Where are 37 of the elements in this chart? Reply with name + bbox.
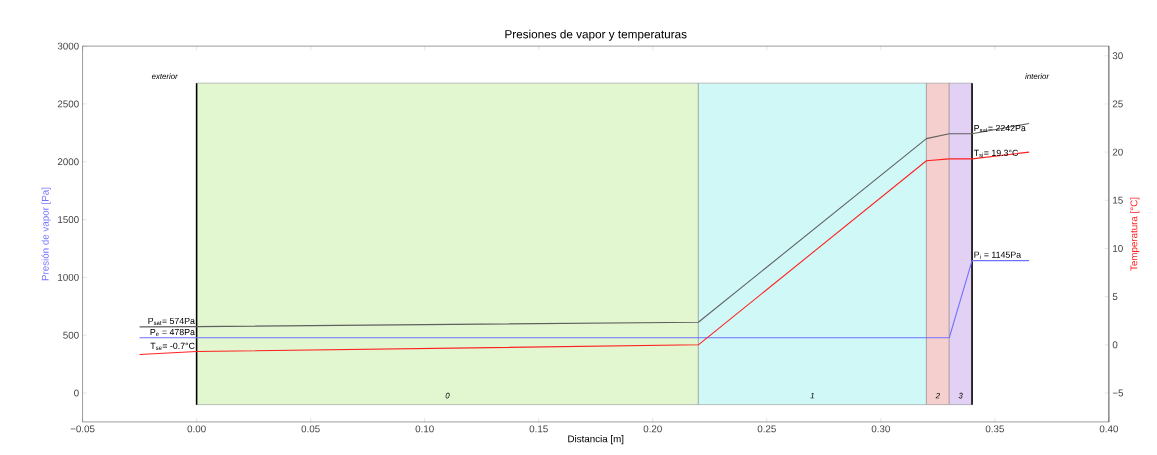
y2-axis-title: Temperatura [°C] bbox=[1130, 197, 1140, 271]
y2-tick-label: 10 bbox=[1113, 244, 1123, 252]
line-series bbox=[139, 151, 1030, 355]
y2-tick-label: 5 bbox=[1112, 293, 1118, 300]
y2-tick-label: 0 bbox=[1112, 341, 1118, 349]
x-tick-label: 0.05 bbox=[301, 425, 320, 433]
y-tick-label: 500 bbox=[63, 331, 79, 339]
y2-tick-label: −5 bbox=[1112, 389, 1124, 397]
y-tick-label: 0 bbox=[74, 389, 79, 397]
y2-tick-label: 30 bbox=[1112, 52, 1123, 60]
data-label: P$_{e}$ = 478Pa bbox=[150, 328, 195, 336]
x-tick-label: −0.05 bbox=[70, 425, 95, 433]
x-axis-title: Distancia [m] bbox=[568, 434, 624, 445]
x-tick-label: 0.10 bbox=[415, 425, 434, 433]
y-tick-label: 1500 bbox=[58, 215, 79, 223]
x-tick-label: 0.25 bbox=[757, 425, 776, 433]
data-label: P$_{sat}$= 2242Pa bbox=[974, 124, 1026, 132]
data-label: P$_{sat}$= 574Pa bbox=[148, 317, 195, 325]
x-tick-label: 0.20 bbox=[643, 425, 662, 433]
data-label: T$_{si}$= 19.3°C bbox=[973, 149, 1019, 158]
y-axis-title: Presión de vapor [Pa] bbox=[41, 187, 51, 281]
x-tick-label: 0.35 bbox=[985, 425, 1004, 433]
x-tick-label: 0.00 bbox=[187, 425, 206, 433]
data-label: T$_{se}$= -0.7°C bbox=[150, 342, 195, 350]
y-tick-label: 3000 bbox=[57, 42, 79, 50]
data-label: P$_{i}$ = 1145Pa bbox=[974, 251, 1022, 259]
y2-tick-label: 15 bbox=[1113, 196, 1123, 204]
y2-tick-label: 20 bbox=[1112, 148, 1123, 156]
y-tick-label: 2500 bbox=[57, 100, 79, 108]
y-tick-label: 2000 bbox=[57, 158, 79, 166]
x-tick-label: 0.15 bbox=[529, 425, 548, 433]
y-tick-label: 1000 bbox=[58, 273, 79, 281]
line-series bbox=[139, 122, 1030, 328]
x-tick-label: 0.30 bbox=[871, 425, 890, 433]
x-tick-label: 0.40 bbox=[1099, 425, 1119, 433]
chart-title: Presiones de vapor y temperaturas bbox=[505, 29, 687, 41]
y2-tick-label: 25 bbox=[1112, 100, 1123, 108]
